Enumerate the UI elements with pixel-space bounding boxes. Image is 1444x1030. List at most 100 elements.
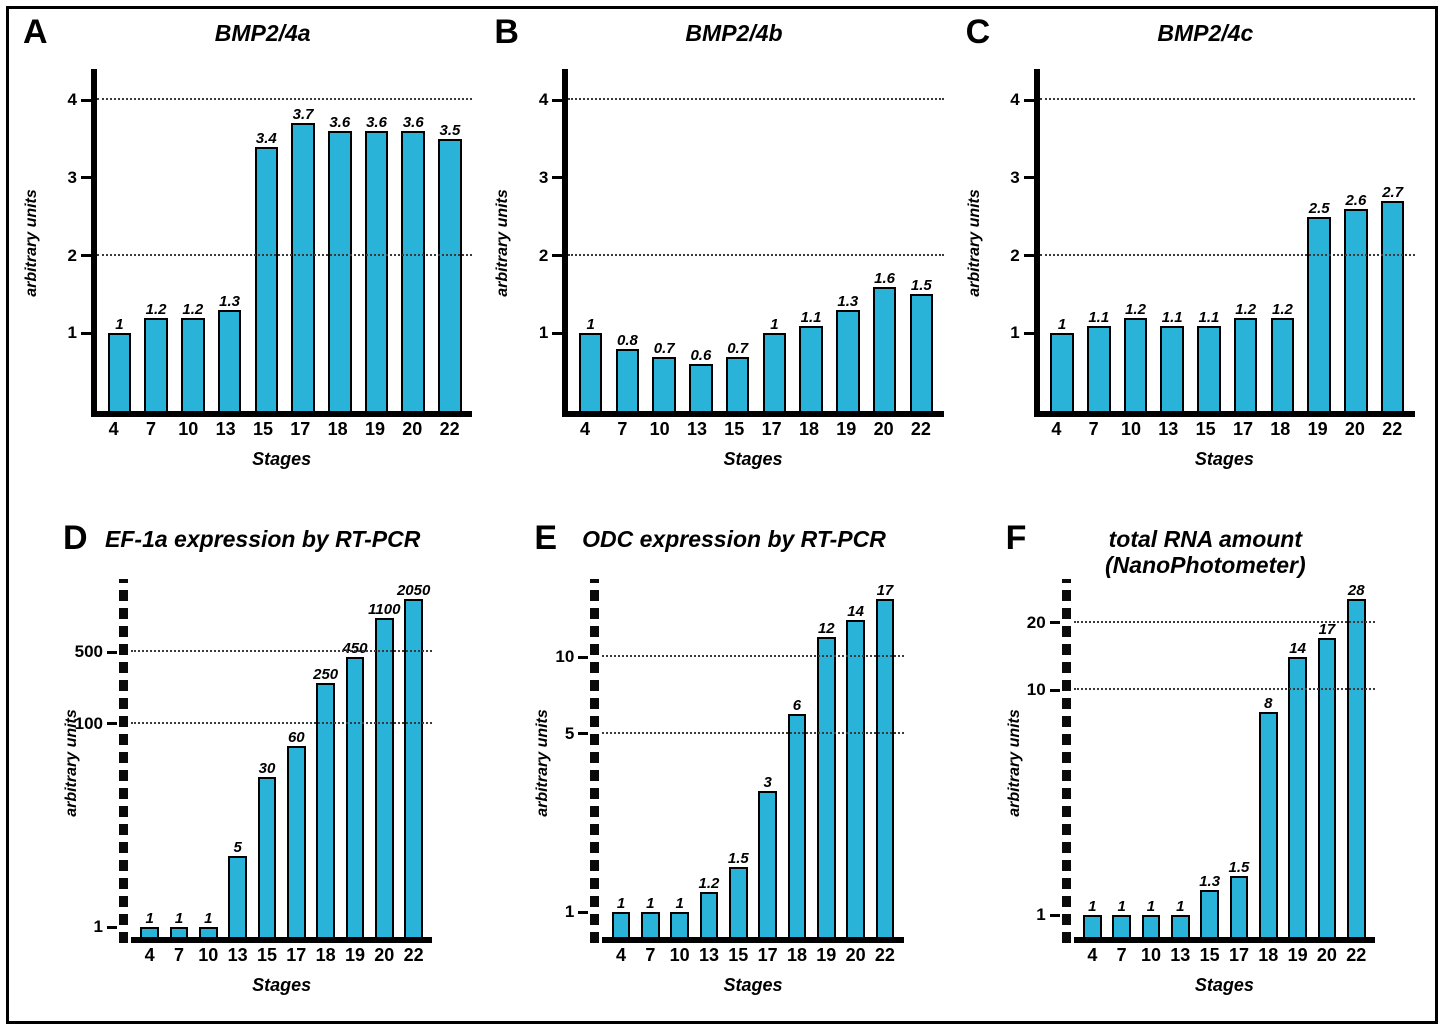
y-tick: 500: [75, 642, 131, 662]
chart-title: EF-1a expression by RT-PCR: [105, 526, 421, 552]
bar: [286, 746, 306, 937]
gridline: [1073, 688, 1375, 691]
bar-slot: 14: [841, 583, 870, 937]
bars-group: 1 1.1 1.2 1.1 1.1 1.2 1.2 2.5 2.6 2.7: [1040, 69, 1415, 411]
bar-value-label: 1: [1088, 898, 1097, 916]
x-tick-label: 15: [252, 419, 273, 439]
bar-value-label: 1.1: [1161, 308, 1183, 326]
bar-value-label: 0.7: [653, 339, 675, 357]
bar-slot: 30: [252, 583, 281, 937]
bar-value-label: 1.2: [1125, 300, 1146, 318]
x-tick-label: 18: [1270, 419, 1291, 439]
x-axis-title: Stages: [723, 975, 783, 995]
bar-value-label: 1: [646, 895, 655, 913]
y-tick: 1: [94, 917, 131, 937]
bar: [1087, 325, 1111, 411]
x-axis-ticks: 4 7 10 13 15 17 18 19 20 22: [1074, 943, 1375, 975]
x-axis-title: Stages: [252, 449, 312, 469]
x-tick-label: 19: [816, 945, 837, 965]
bar-slot: 8: [1254, 583, 1283, 937]
panel-letter: D: [63, 519, 88, 557]
y-tick: 100: [75, 714, 131, 734]
y-tick-label: 3: [538, 167, 549, 187]
bar-value-label: 3.4: [255, 129, 277, 147]
bar: [144, 317, 168, 411]
bar: [1082, 915, 1102, 937]
bar: [1123, 317, 1148, 411]
bar-slot: 1.1: [1080, 69, 1117, 411]
bar: [611, 912, 631, 937]
bar: [846, 619, 865, 937]
plot-area: 1 1.1 1.2 1.1 1.1 1.2 1.2 2.5 2.6 2.7: [1033, 69, 1415, 417]
y-tick-label: 10: [1026, 680, 1046, 700]
y-tick: 4: [68, 90, 91, 110]
chart-header: D EF-1a expression by RT-PCR: [59, 521, 442, 583]
bar-slot: 1: [1078, 583, 1107, 937]
bar: [217, 309, 242, 411]
y-axis-ticks: 1 2 3 4: [45, 69, 91, 411]
bar-value-label: 1: [204, 910, 213, 928]
bar-slot: 0.7: [719, 69, 756, 411]
bar-value-label: 14: [1289, 640, 1306, 658]
y-tick-mark: [1049, 621, 1060, 625]
x-axis-title: Stages: [252, 975, 312, 995]
bar-slot: 2.7: [1374, 69, 1411, 411]
y-tick-mark: [1023, 176, 1034, 180]
bars-group: 1 1 1 5 30 60 250 450 1100 2050: [131, 583, 432, 937]
panel-letter: B: [494, 13, 519, 51]
y-tick: 2: [68, 246, 91, 266]
x-tick-label: 17: [761, 419, 782, 439]
y-tick-mark: [578, 655, 589, 659]
bar-value-label: 1.3: [219, 292, 240, 310]
bars-group: 1 1.2 1.2 1.3 3.4 3.7 3.6 3.6 3.6 3.5: [97, 69, 472, 411]
y-tick: 20: [1027, 613, 1074, 633]
bar: [758, 790, 778, 937]
y-tick: 2: [1010, 246, 1034, 266]
bar-slot: 1.2: [1117, 69, 1154, 411]
y-tick: 4: [1010, 90, 1034, 110]
gridline: [131, 721, 433, 724]
y-tick: 1: [1036, 905, 1073, 925]
bar-value-label: 1: [1146, 898, 1156, 916]
bar-value-label: 3: [763, 773, 772, 791]
bar-slot: 1.3: [211, 69, 248, 411]
y-tick-label: 1: [1036, 905, 1046, 925]
x-tick-label: 15: [728, 945, 749, 965]
x-tick-label: 7: [173, 945, 184, 965]
bars-group: 1 1 1 1.2 1.5 3 6 12 14 17: [602, 583, 903, 937]
bar: [404, 599, 423, 937]
bar-value-label: 2050: [396, 582, 431, 599]
chart-panel-b: B BMP2/4b arbitrary units 1 2 3 4 1 0.8 0.7 0.…: [490, 15, 953, 475]
y-tick-label: 1: [564, 902, 575, 922]
bar-slot: 17: [1312, 583, 1341, 937]
bar-value-label: 1: [675, 895, 684, 913]
x-axis-ticks: 4 7 10 13 15 17 18 19 20 22: [91, 417, 472, 449]
chart-title: BMP2/4a: [214, 20, 311, 46]
bar-slot: 6: [782, 583, 811, 937]
bar: [1233, 317, 1258, 411]
bar: [1050, 333, 1074, 411]
bar: [652, 356, 676, 411]
y-tick-label: 3: [1010, 167, 1020, 187]
bar-slot: 1.5: [903, 69, 940, 411]
plot-area: 1 1.2 1.2 1.3 3.4 3.7 3.6 3.6 3.6 3.5: [91, 69, 473, 417]
x-tick-label: 15: [1199, 945, 1220, 965]
x-tick-label: 20: [374, 945, 395, 965]
y-tick-label: 2: [67, 245, 77, 265]
bar-value-label: 2.6: [1345, 191, 1367, 209]
bar-slot: 3.4: [248, 69, 285, 411]
y-tick: 4: [539, 90, 563, 110]
bar: [401, 131, 425, 411]
bar-value-label: 1: [174, 910, 184, 928]
y-tick-label: 100: [74, 713, 103, 733]
x-axis-title: Stages: [1194, 975, 1254, 995]
bar: [345, 657, 365, 937]
bar-value-label: 60: [287, 729, 305, 747]
y-tick-mark: [552, 176, 563, 180]
x-tick-label: 22: [1382, 419, 1403, 439]
y-tick-mark: [81, 254, 91, 258]
x-tick-label: 15: [256, 945, 277, 965]
y-tick-label: 1: [67, 323, 77, 343]
bar-value-label: 14: [847, 602, 864, 620]
